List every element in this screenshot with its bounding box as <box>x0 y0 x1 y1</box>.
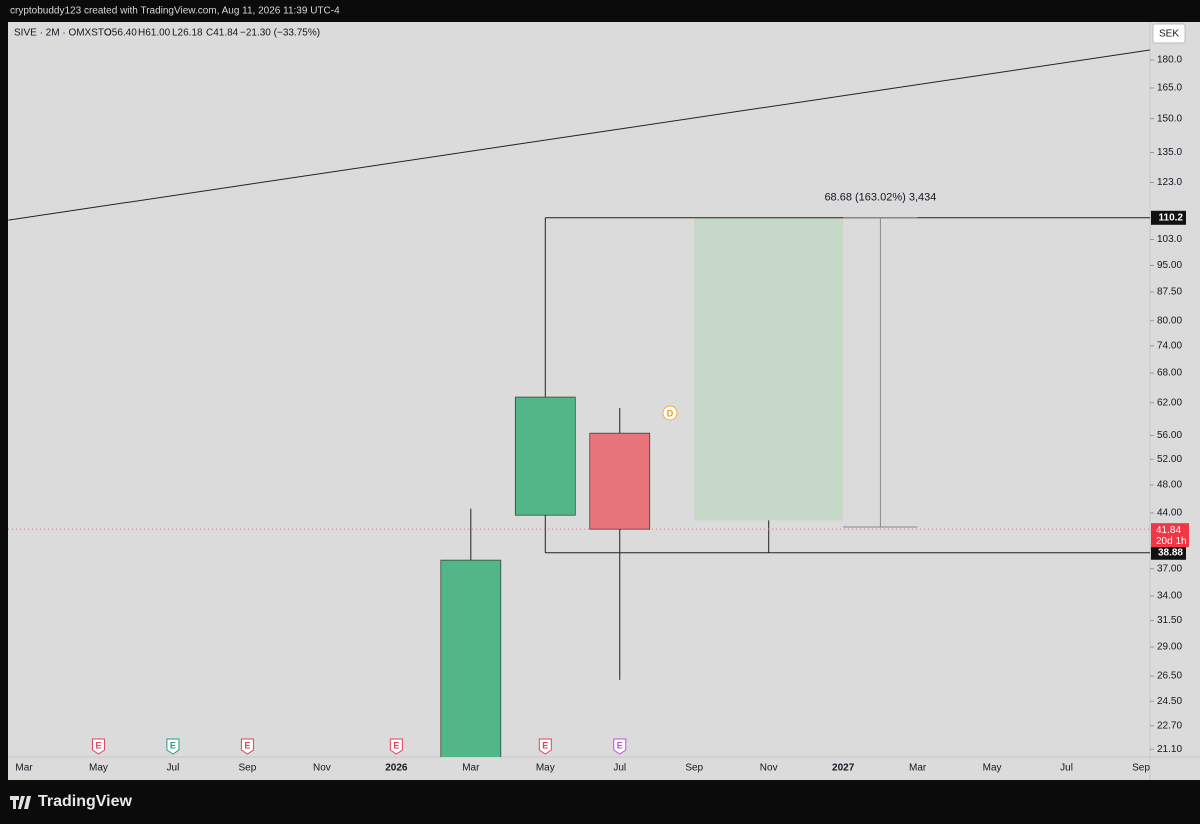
event-label: E <box>617 740 623 750</box>
y-tick-label: 21.10 <box>1157 744 1182 755</box>
level-box <box>1151 210 1186 225</box>
currency: SEK <box>1159 29 1179 40</box>
event-icon <box>613 738 627 755</box>
ohlc-value: H61.00 <box>138 28 171 39</box>
symbol: SIVE · 2M · OMXSTO <box>14 28 112 39</box>
event-label: E <box>393 740 399 750</box>
last-price-label: 41.84 <box>1156 525 1181 536</box>
measure-label: 68.68 (163.02%) 3,434 <box>824 192 936 204</box>
y-tick-label: 44.00 <box>1157 508 1182 519</box>
y-tick-label: 165.0 <box>1157 83 1182 94</box>
plot: 68.68 (163.02%) 3,434 <box>8 49 1150 757</box>
y-tick-label: 95.00 <box>1157 260 1182 271</box>
ohlc-value: C41.84 <box>206 28 239 39</box>
ohlc-value: L26.18 <box>172 28 203 39</box>
currency-box <box>1152 23 1186 44</box>
x-tick-label: Sep <box>239 763 257 774</box>
x-tick-label: Jul <box>1060 763 1073 774</box>
x-tick-label: 2026 <box>385 763 408 774</box>
event-icon <box>389 738 403 755</box>
y-tick-label: 74.00 <box>1157 340 1182 351</box>
y-tick-label: 80.00 <box>1157 315 1182 326</box>
candle-body <box>514 396 576 516</box>
y-tick-label: 87.50 <box>1157 287 1182 298</box>
y-tick-label: 56.00 <box>1157 430 1182 441</box>
top-bar-text: cryptobuddy123 created with TradingView.… <box>10 6 340 17</box>
brand-logo <box>10 796 31 809</box>
x-tick-label: Mar <box>15 763 33 774</box>
x-tick-label: 2027 <box>832 763 855 774</box>
countdown: 20d 1h <box>1156 536 1187 547</box>
chart-background <box>8 22 1200 780</box>
x-tick-label: May <box>536 763 555 774</box>
level-label: 110.2 <box>1159 212 1184 223</box>
x-tick-label: Nov <box>760 763 778 774</box>
y-tick-label: 26.50 <box>1157 671 1182 682</box>
brand-name: TradingView <box>38 793 133 810</box>
brand: TradingView <box>10 793 133 810</box>
level-box <box>1151 545 1186 560</box>
x-tick-label: Jul <box>613 763 626 774</box>
ohlc-value: −21.30 (−33.75%) <box>240 28 320 39</box>
y-tick-label: 135.0 <box>1157 147 1182 158</box>
event-label: E <box>244 740 250 750</box>
x-tick-label: May <box>983 763 1002 774</box>
trend-line <box>8 49 1150 221</box>
y-tick-label: 103.0 <box>1157 234 1182 245</box>
y-tick-label: 123.0 <box>1157 177 1182 188</box>
event-icon <box>538 738 552 755</box>
y-tick-label: 48.00 <box>1157 480 1182 491</box>
y-tick-label: 31.50 <box>1157 615 1182 626</box>
x-tick-label: Mar <box>462 763 480 774</box>
y-tick-label: 150.0 <box>1157 113 1182 124</box>
event-label: E <box>542 740 548 750</box>
x-tick-label: May <box>89 763 108 774</box>
ohlc-value: O56.40 <box>104 28 137 39</box>
y-tick-label: 37.00 <box>1157 563 1182 574</box>
x-tick-label: Sep <box>1132 763 1150 774</box>
y-tick-label: 22.70 <box>1157 720 1182 731</box>
dividend-label: D <box>667 408 674 418</box>
ohlc-legend: O56.40 H61.00 L26.18 C41.84 −21.30 (−33.75%) <box>104 28 320 39</box>
event-label: E <box>170 740 176 750</box>
x-tick-label: Nov <box>313 763 331 774</box>
y-tick-label: 180.0 <box>1157 55 1182 66</box>
x-tick-label: Sep <box>685 763 703 774</box>
event-label: E <box>95 740 101 750</box>
x-tick-label: Jul <box>167 763 180 774</box>
level-label: 38.88 <box>1158 547 1183 558</box>
dividend-icon <box>662 405 678 421</box>
y-tick-label: 68.00 <box>1157 368 1182 379</box>
x-tick-label: Mar <box>909 763 927 774</box>
y-tick-label: 52.00 <box>1157 454 1182 465</box>
candle-body <box>589 432 651 530</box>
y-tick-label: 62.00 <box>1157 397 1182 408</box>
y-tick-label: 34.00 <box>1157 591 1182 602</box>
last-price-box <box>1151 523 1189 548</box>
axes: 180.0 165.0 150.0 135.0 123.0 103.0 95.00 87.50… <box>15 55 1189 774</box>
event-icon <box>240 738 254 755</box>
y-tick-label: 24.50 <box>1157 696 1182 707</box>
event-icon <box>91 738 105 755</box>
position-box <box>694 217 844 521</box>
y-tick-label: 29.00 <box>1157 642 1182 653</box>
event-icon <box>166 738 180 755</box>
candle-body <box>440 559 502 757</box>
